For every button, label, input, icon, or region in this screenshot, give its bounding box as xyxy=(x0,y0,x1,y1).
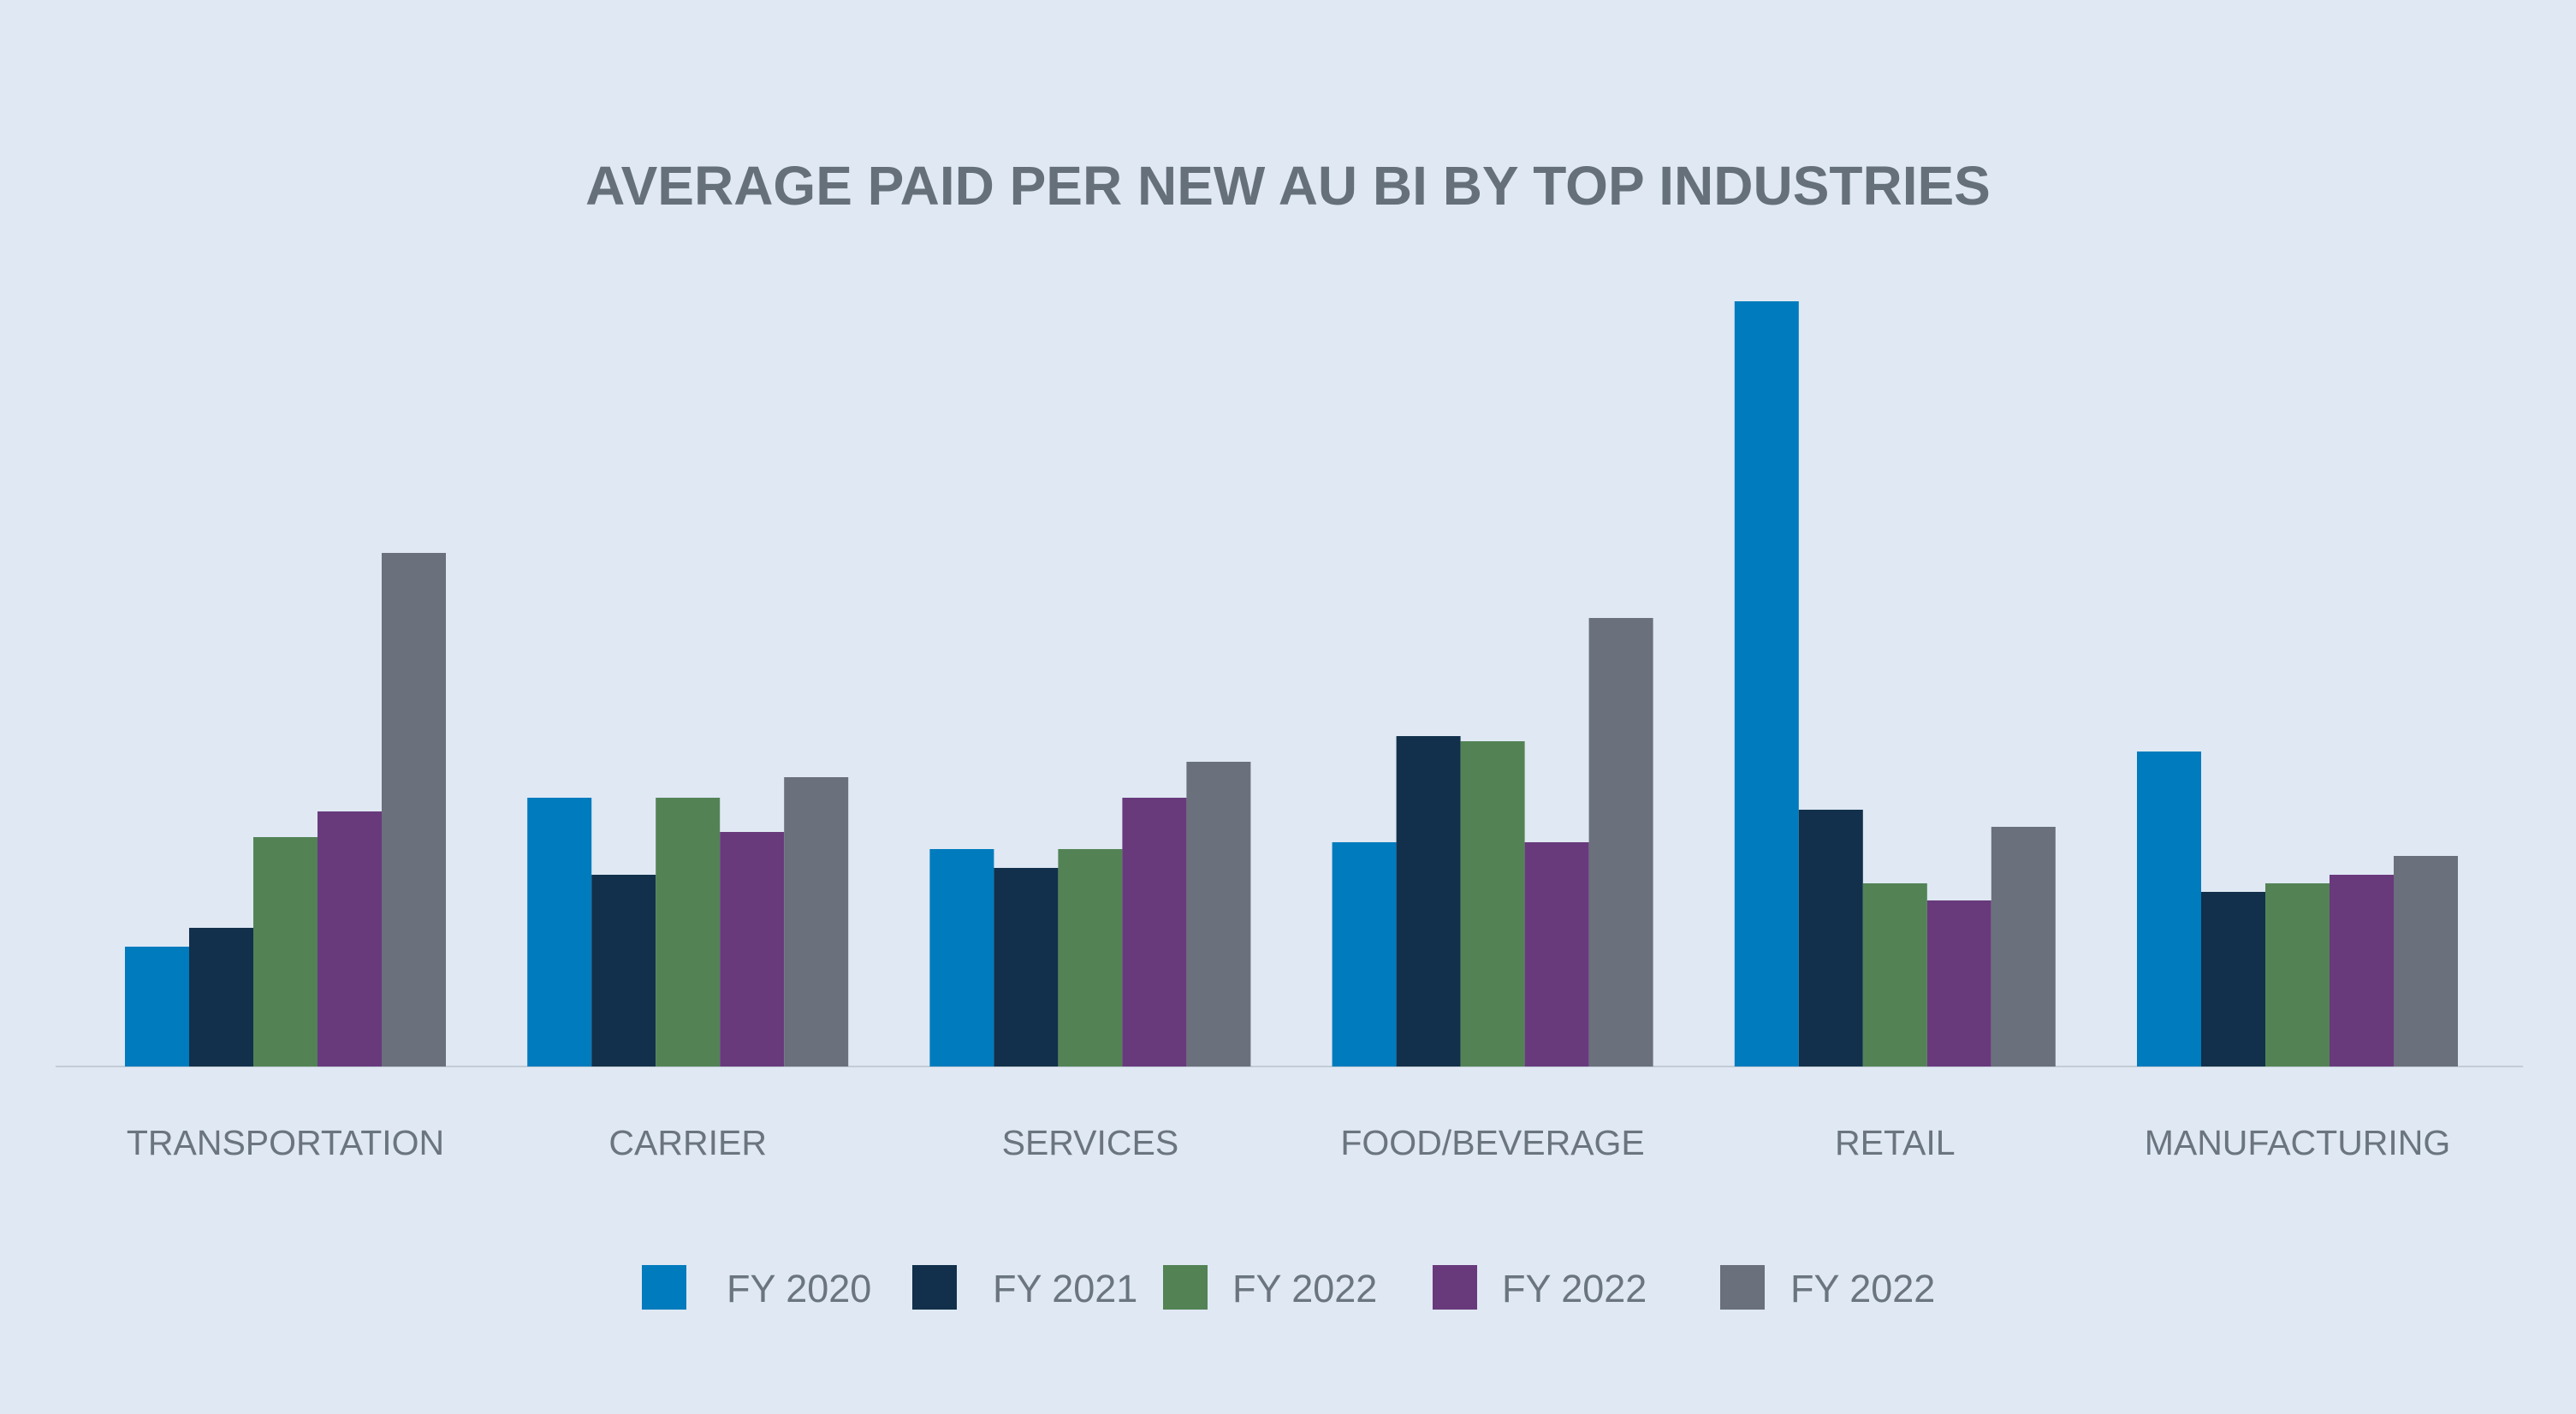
category-labels: TRANSPORTATION CARRIER SERVICES FOOD/BEVERA… xyxy=(127,1123,2450,1162)
bar-manufacturing-series-1 xyxy=(2137,752,2201,1066)
bar-services-series-3 xyxy=(1058,849,1123,1066)
bar-services-series-5 xyxy=(1186,762,1251,1066)
bar-transportation-series-5 xyxy=(382,553,446,1066)
bar-food-beverage-series-4 xyxy=(1524,842,1589,1066)
bar-carrier-series-4 xyxy=(720,832,785,1066)
bar-carrier-series-3 xyxy=(656,798,721,1066)
bar-food-beverage-series-1 xyxy=(1332,842,1397,1066)
legend-label: FY 2022 xyxy=(1232,1267,1377,1310)
bar-transportation-series-3 xyxy=(253,837,318,1066)
bar-food-beverage-series-3 xyxy=(1460,741,1525,1066)
bar-retail-series-4 xyxy=(1926,900,1991,1066)
bar-carrier-series-1 xyxy=(527,798,592,1066)
bar-transportation-series-1 xyxy=(125,947,189,1066)
legend-swatch xyxy=(1163,1265,1208,1310)
legend-label: FY 2021 xyxy=(993,1267,1137,1310)
bar-manufacturing-series-5 xyxy=(2394,856,2458,1066)
chart-title: AVERAGE PAID PER NEW AU BI BY TOP INDUST… xyxy=(585,155,1991,217)
category-label: MANUFACTURING xyxy=(2145,1123,2451,1162)
legend-swatch xyxy=(1433,1265,1477,1310)
legend-swatch xyxy=(912,1265,957,1310)
category-label: CARRIER xyxy=(608,1123,767,1162)
bar-retail-series-2 xyxy=(1798,810,1863,1066)
bar-services-series-1 xyxy=(929,849,994,1066)
legend-label: FY 2020 xyxy=(727,1267,871,1310)
bar-transportation-series-2 xyxy=(189,928,253,1066)
bar-retail-series-3 xyxy=(1862,883,1927,1066)
legend-label: FY 2022 xyxy=(1790,1267,1935,1310)
bar-services-series-4 xyxy=(1122,798,1187,1066)
bar-carrier-series-5 xyxy=(784,777,849,1066)
bar-carrier-series-2 xyxy=(591,875,656,1066)
bar-manufacturing-series-3 xyxy=(2265,883,2330,1066)
bars-group xyxy=(125,301,2458,1066)
category-label: SERVICES xyxy=(1002,1123,1179,1162)
bar-food-beverage-series-5 xyxy=(1588,618,1653,1066)
bar-food-beverage-series-2 xyxy=(1396,736,1461,1066)
legend-swatch xyxy=(1720,1265,1765,1310)
legend-swatch xyxy=(642,1265,686,1310)
bar-services-series-2 xyxy=(994,868,1059,1066)
bar-manufacturing-series-4 xyxy=(2330,875,2394,1066)
legend: FY 2020 FY 2021 FY 2022 FY 2022 FY 2022 xyxy=(642,1265,1935,1310)
bar-retail-series-1 xyxy=(1734,301,1799,1066)
category-label: TRANSPORTATION xyxy=(127,1123,444,1162)
category-label: RETAIL xyxy=(1835,1123,1956,1162)
legend-label: FY 2022 xyxy=(1502,1267,1647,1310)
category-label: FOOD/BEVERAGE xyxy=(1340,1123,1644,1162)
bar-manufacturing-series-2 xyxy=(2201,892,2265,1066)
bar-transportation-series-4 xyxy=(318,811,382,1066)
bar-retail-series-5 xyxy=(1991,827,2056,1066)
